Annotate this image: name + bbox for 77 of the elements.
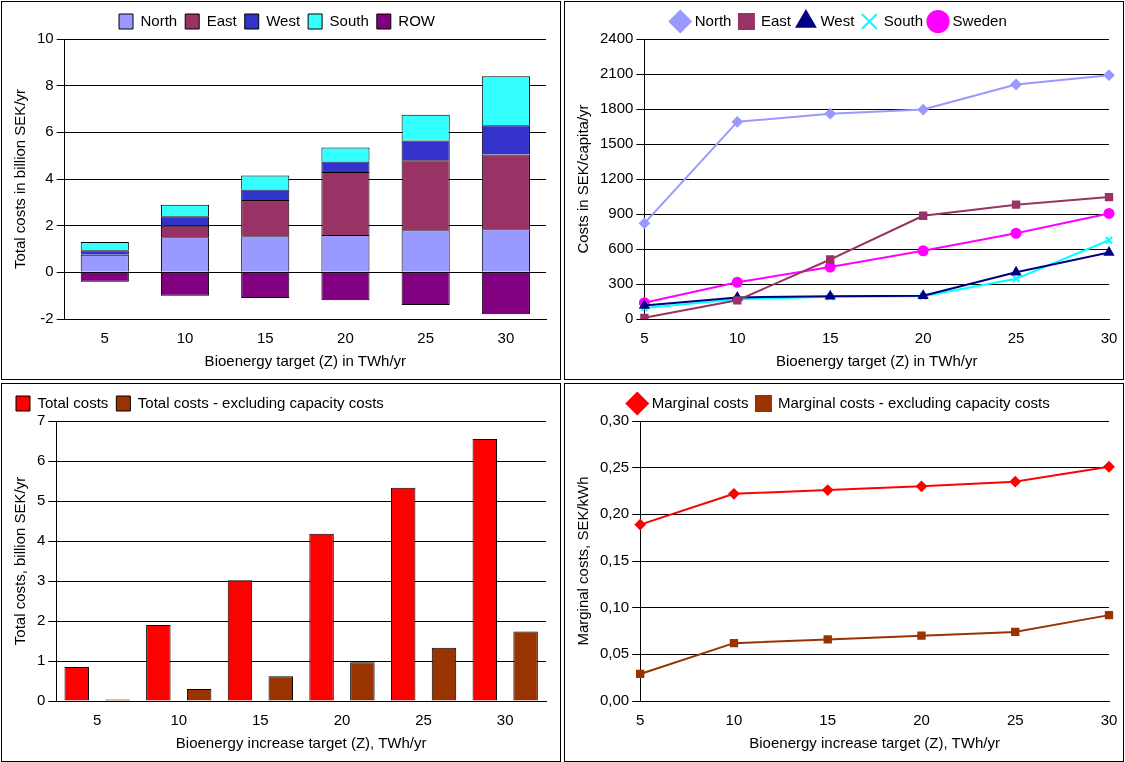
x-tick-label: 20 xyxy=(333,711,351,729)
x-tick-label: 25 xyxy=(1006,711,1024,729)
y-tick-label: 0 xyxy=(625,309,634,327)
y-tick-label: 1 xyxy=(37,651,46,669)
y-tick-label: -2 xyxy=(40,309,54,327)
y-tick-label: 600 xyxy=(608,239,634,257)
y-tick-label: 7 xyxy=(37,411,46,429)
legend-label: East xyxy=(206,11,238,29)
x-tick-label: 30 xyxy=(1100,711,1118,729)
y-tick-label: 2400 xyxy=(599,29,634,47)
y-tick-label: 0,05 xyxy=(599,644,630,662)
legend-label: Marginal costs - excluding capacity costs xyxy=(777,393,1050,411)
x-tick-label: 5 xyxy=(92,711,102,729)
x-tick-label: 25 xyxy=(417,329,435,347)
y-tick-label: 0,10 xyxy=(599,597,630,615)
legend-label: North xyxy=(694,11,732,29)
y-axis-title: Total costs, billion SEK/yr xyxy=(11,476,29,646)
legend-label: West xyxy=(266,11,301,29)
y-tick-label: 2100 xyxy=(599,64,634,82)
legend-label: West xyxy=(820,11,856,29)
y-axis-title: Costs in SEK/capita/yr xyxy=(574,104,592,254)
legend-label: Sweden xyxy=(952,11,1007,29)
y-tick-label: 0 xyxy=(45,262,54,280)
y-tick-label: 5 xyxy=(37,491,46,509)
legend-label: ROW xyxy=(398,11,436,29)
legend-label: Marginal costs xyxy=(651,393,749,411)
y-tick-label: 0,20 xyxy=(599,504,630,522)
y-tick-label: 6 xyxy=(37,451,46,469)
legend-label: East xyxy=(760,11,792,29)
x-tick-label: 5 xyxy=(100,329,109,347)
y-tick-label: 4 xyxy=(37,531,46,549)
legend-label: Total costs xyxy=(37,393,109,411)
y-tick-label: 2 xyxy=(37,611,46,629)
x-tick-label: 15 xyxy=(252,711,269,729)
y-tick-label: 900 xyxy=(608,204,634,222)
y-tick-label: 1800 xyxy=(599,99,634,117)
y-tick-label: 0,30 xyxy=(599,411,630,429)
x-tick-label: 25 xyxy=(1007,329,1025,347)
x-tick-label: 25 xyxy=(415,711,432,729)
y-tick-label: 10 xyxy=(37,29,54,47)
x-tick-label: 5 xyxy=(640,329,649,347)
x-tick-label: 20 xyxy=(913,711,930,729)
y-tick-label: 6 xyxy=(45,122,54,140)
y-tick-label: 0,00 xyxy=(599,691,630,709)
x-tick-label: 15 xyxy=(821,329,839,347)
y-tick-label: 0,15 xyxy=(599,551,630,569)
x-tick-label: 30 xyxy=(1100,329,1118,347)
x-tick-label: 10 xyxy=(170,711,188,729)
x-tick-label: 15 xyxy=(256,329,274,347)
x-tick-label: 15 xyxy=(819,711,837,729)
y-tick-label: 3 xyxy=(37,571,46,589)
x-tick-label: 20 xyxy=(914,329,932,347)
y-tick-label: 2 xyxy=(45,215,54,233)
x-tick-label: 5 xyxy=(636,711,645,729)
x-axis-title: Bioenergy target (Z) in TWh/yr xyxy=(204,352,407,370)
legend-label: Total costs - excluding capacity costs xyxy=(137,393,384,411)
y-axis-title: Total costs in billion SEK/yr xyxy=(11,88,29,270)
y-tick-label: 1500 xyxy=(599,134,634,152)
x-axis-title: Bioenergy increase target (Z), TWh/yr xyxy=(175,734,427,752)
legend-label: North xyxy=(140,11,178,29)
x-tick-label: 30 xyxy=(497,329,515,347)
y-tick-label: 8 xyxy=(45,75,54,93)
y-tick-label: 4 xyxy=(45,169,54,187)
x-tick-label: 20 xyxy=(337,329,354,347)
legend-label: South xyxy=(329,11,369,29)
y-axis-title: Marginal costs, SEK/kWh xyxy=(574,476,592,646)
y-tick-label: 1200 xyxy=(599,169,634,187)
y-tick-label: 0 xyxy=(37,691,46,709)
y-tick-label: 0,25 xyxy=(599,457,630,475)
legend-label: South xyxy=(883,11,924,29)
x-tick-label: 10 xyxy=(728,329,746,347)
x-axis-title: Bioenergy increase target (Z), TWh/yr xyxy=(749,734,1000,752)
x-axis-title: Bioenergy target (Z) in TWh/yr xyxy=(775,352,978,370)
x-tick-label: 30 xyxy=(496,711,514,729)
y-tick-label: 300 xyxy=(608,274,634,292)
x-tick-label: 10 xyxy=(176,329,194,347)
x-tick-label: 10 xyxy=(725,711,743,729)
